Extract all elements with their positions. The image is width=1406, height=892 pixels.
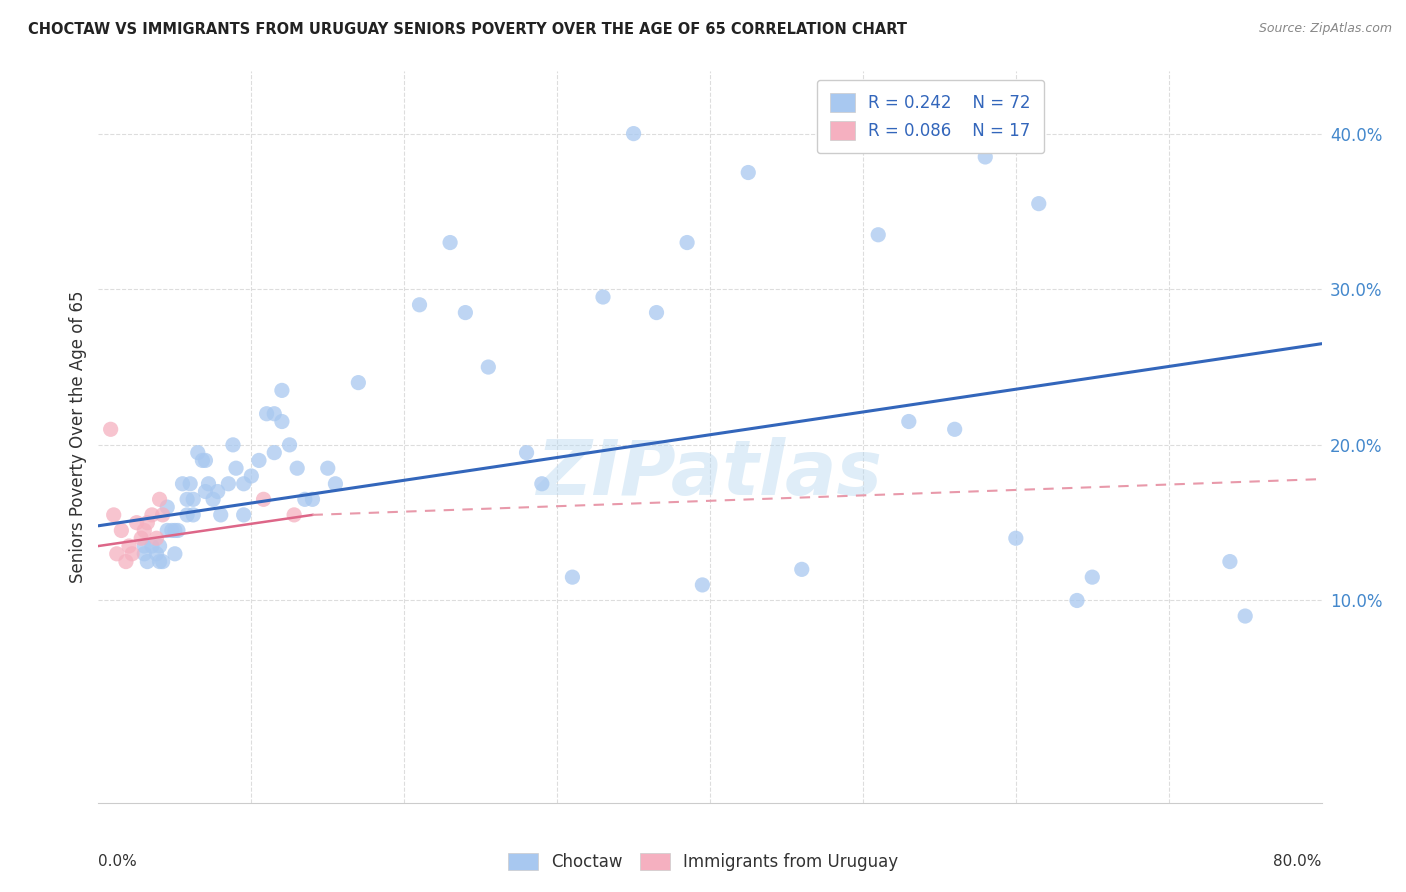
Point [408, 298, 430, 312]
Point [202, 492, 225, 507]
Point [181, 492, 204, 507]
Point [1066, 593, 1088, 607]
Point [149, 539, 172, 553]
Point [530, 476, 553, 491]
Point [163, 547, 186, 561]
Point [645, 305, 668, 319]
Point [247, 453, 270, 467]
Point [252, 492, 274, 507]
Point [187, 445, 209, 459]
Point [301, 492, 323, 507]
Point [145, 547, 167, 561]
Point [897, 415, 920, 429]
Point [439, 235, 461, 250]
Point [477, 359, 499, 374]
Point [623, 127, 645, 141]
Point [561, 570, 583, 584]
Point [1004, 531, 1026, 545]
Point [1219, 555, 1241, 569]
Point [790, 562, 813, 576]
Legend: Choctaw, Immigrants from Uruguay: Choctaw, Immigrants from Uruguay [499, 845, 907, 880]
Point [179, 476, 201, 491]
Text: 0.0%: 0.0% [98, 854, 138, 869]
Point [134, 547, 156, 561]
Point [194, 453, 217, 467]
Point [163, 524, 186, 538]
Point [103, 508, 125, 522]
Point [110, 524, 132, 538]
Point [232, 476, 254, 491]
Point [125, 516, 148, 530]
Point [347, 376, 370, 390]
Point [270, 384, 292, 398]
Point [1234, 609, 1257, 624]
Point [145, 531, 167, 545]
Point [156, 500, 179, 515]
Point [278, 438, 301, 452]
Point [197, 476, 219, 491]
Point [100, 422, 122, 436]
Text: CHOCTAW VS IMMIGRANTS FROM URUGUAY SENIORS POVERTY OVER THE AGE OF 65 CORRELATIO: CHOCTAW VS IMMIGRANTS FROM URUGUAY SENIO… [28, 22, 907, 37]
Point [225, 461, 247, 475]
Point [181, 508, 204, 522]
Point [191, 453, 214, 467]
Point [160, 524, 183, 538]
Point [118, 539, 141, 553]
Point [136, 555, 159, 569]
Point [149, 555, 172, 569]
Point [176, 508, 198, 522]
Point [454, 305, 477, 319]
Point [325, 476, 347, 491]
Point [152, 555, 174, 569]
Point [207, 484, 229, 499]
Point [868, 227, 890, 242]
Point [676, 235, 699, 250]
Point [172, 476, 194, 491]
Point [115, 555, 138, 569]
Point [136, 516, 159, 530]
Point [167, 524, 190, 538]
Point [134, 524, 156, 538]
Point [852, 135, 875, 149]
Point [141, 539, 163, 553]
Point [134, 539, 156, 553]
Point [1081, 570, 1104, 584]
Point [152, 508, 174, 522]
Point [1028, 196, 1050, 211]
Point [121, 547, 143, 561]
Point [692, 578, 714, 592]
Point [263, 407, 285, 421]
Point [105, 547, 128, 561]
Point [270, 415, 292, 429]
Point [149, 492, 172, 507]
Point [129, 531, 152, 545]
Point [217, 476, 239, 491]
Text: 80.0%: 80.0% [1274, 854, 1322, 869]
Point [294, 492, 316, 507]
Point [592, 290, 614, 304]
Point [156, 524, 179, 538]
Point [737, 165, 759, 179]
Point [516, 445, 538, 459]
Point [256, 407, 278, 421]
Point [285, 461, 308, 475]
Point [222, 438, 245, 452]
Legend: R = 0.242    N = 72, R = 0.086    N = 17: R = 0.242 N = 72, R = 0.086 N = 17 [817, 79, 1045, 153]
Text: Source: ZipAtlas.com: Source: ZipAtlas.com [1258, 22, 1392, 36]
Point [316, 461, 339, 475]
Point [240, 469, 263, 483]
Point [194, 484, 217, 499]
Point [232, 508, 254, 522]
Point [176, 492, 198, 507]
Point [283, 508, 305, 522]
Y-axis label: Seniors Poverty Over the Age of 65: Seniors Poverty Over the Age of 65 [69, 291, 87, 583]
Point [209, 508, 232, 522]
Text: ZIPatlas: ZIPatlas [537, 437, 883, 510]
Point [943, 422, 966, 436]
Point [263, 445, 285, 459]
Point [141, 508, 163, 522]
Point [974, 150, 997, 164]
